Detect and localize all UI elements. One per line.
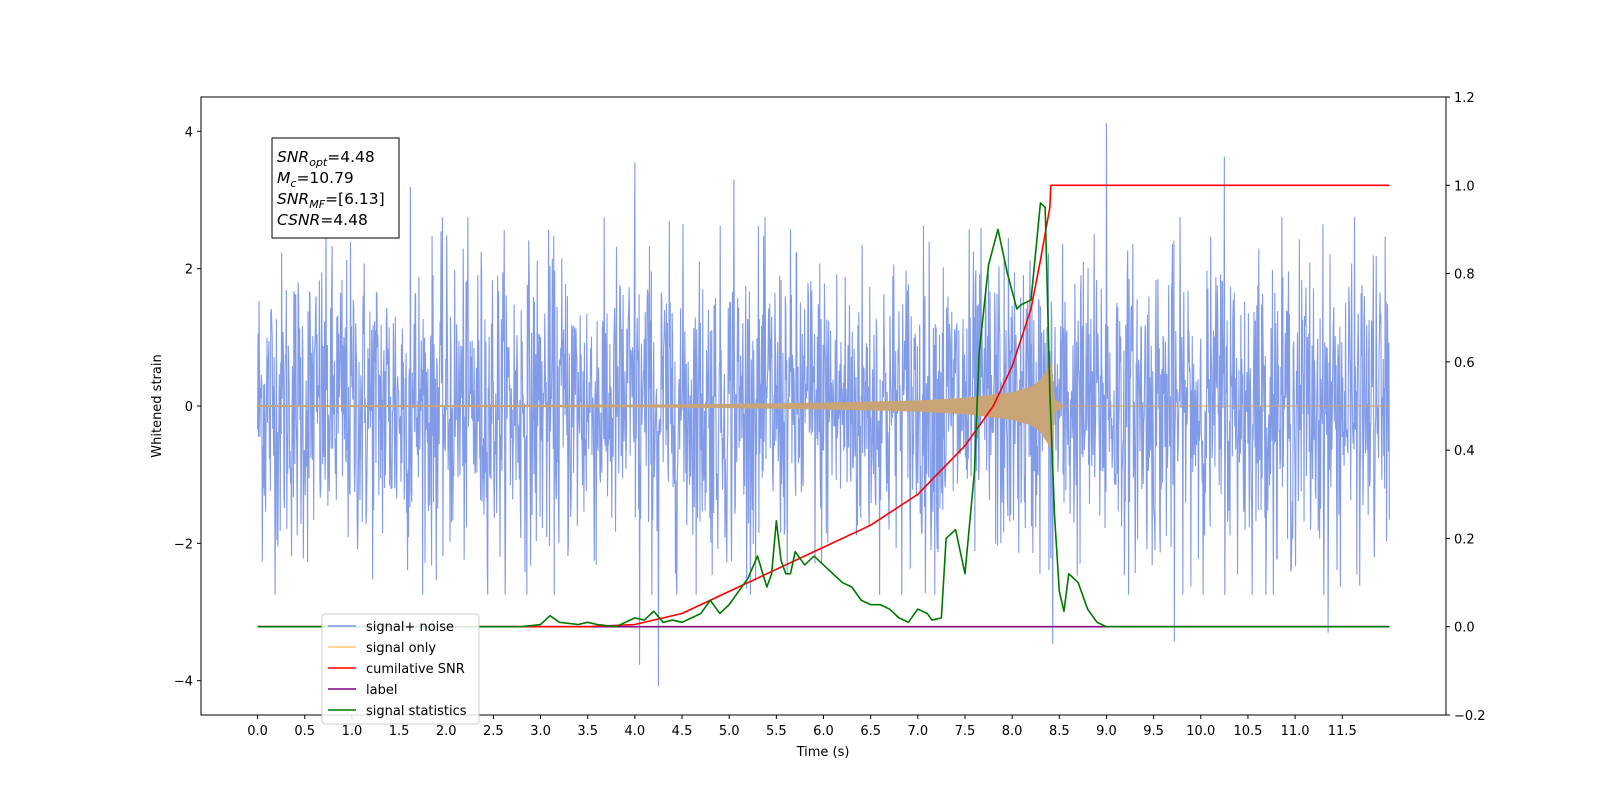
x-tick-label: 11.0: [1281, 724, 1310, 739]
y2-tick-label: 0.4: [1454, 444, 1475, 459]
series-cumulative-snr: [257, 184, 1390, 628]
y-tick-label: 4: [185, 125, 193, 140]
y-tick-label: −4: [174, 675, 193, 690]
x-tick-label: 0.0: [247, 724, 268, 739]
info-box-frame: [271, 137, 400, 239]
legend-label: label: [366, 683, 397, 698]
x-tick-label: 2.0: [436, 724, 457, 739]
x-axis-label: Time (s): [796, 745, 850, 760]
info-box-line: Mc=10.79: [277, 169, 354, 190]
x-tick-label: 3.5: [577, 724, 598, 739]
y2-tick-label: 0.6: [1454, 356, 1475, 371]
y2-tick-label: −0.2: [1454, 709, 1486, 724]
y2-tick-label: 0.2: [1454, 532, 1475, 547]
x-tick-label: 7.0: [907, 724, 928, 739]
x-tick-label: 1.5: [389, 724, 410, 739]
x-tick-label: 4.0: [625, 724, 646, 739]
series-signal-statistics: [257, 202, 1390, 628]
x-tick-label: 4.5: [672, 724, 693, 739]
x-tick-label: 8.5: [1049, 724, 1070, 739]
x-tick-label: 6.0: [813, 724, 834, 739]
y2-tick-label: 1.0: [1454, 179, 1475, 194]
info-box-line: SNRopt=4.48: [277, 148, 375, 169]
info-box-line: CSNR=4.48: [277, 211, 368, 229]
y-tick-label: 0: [185, 400, 193, 415]
x-tick-label: 2.5: [483, 724, 504, 739]
legend-label: signal only: [366, 641, 436, 656]
legend-frame: [321, 613, 480, 725]
x-tick-label: 7.5: [955, 724, 976, 739]
x-tick-label: 5.0: [719, 724, 740, 739]
x-tick-label: 8.0: [1002, 724, 1023, 739]
info-box-line: SNRMF=[6.13]: [277, 190, 385, 211]
y-tick-label: 2: [185, 263, 193, 278]
y2-tick-label: 0.8: [1454, 268, 1475, 283]
legend-label: cumilative SNR: [366, 662, 465, 677]
x-tick-label: 11.5: [1328, 724, 1357, 739]
legend: signal+ noise signal only cumilative SNR la…: [321, 613, 480, 725]
y-axis-label: Whitened strain: [150, 354, 165, 457]
x-tick-label: 9.0: [1096, 724, 1117, 739]
y-tick-label: −2: [174, 537, 193, 552]
x-tick-label: 5.5: [766, 724, 787, 739]
x-tick-label: 10.5: [1233, 724, 1262, 739]
series-signal-only: [257, 362, 1390, 451]
x-tick-label: 6.5: [860, 724, 881, 739]
y2-tick-label: 1.2: [1454, 91, 1475, 106]
x-tick-label: 10.0: [1186, 724, 1215, 739]
x-tick-label: 1.0: [342, 724, 363, 739]
series-signal-noise: [257, 123, 1390, 687]
axes: 0.0 0.5 1.0 1.5 2.0 2.5 3.0 3.5 4.0 4.5 5.0 5.5 6.0 6…: [174, 91, 1486, 739]
legend-label: signal statistics: [366, 704, 467, 719]
x-tick-label: 3.0: [530, 724, 551, 739]
y2-tick-label: 0.0: [1454, 621, 1475, 636]
x-tick-label: 9.5: [1143, 724, 1164, 739]
legend-label: signal+ noise: [366, 620, 454, 635]
x-tick-label: 0.5: [294, 724, 315, 739]
